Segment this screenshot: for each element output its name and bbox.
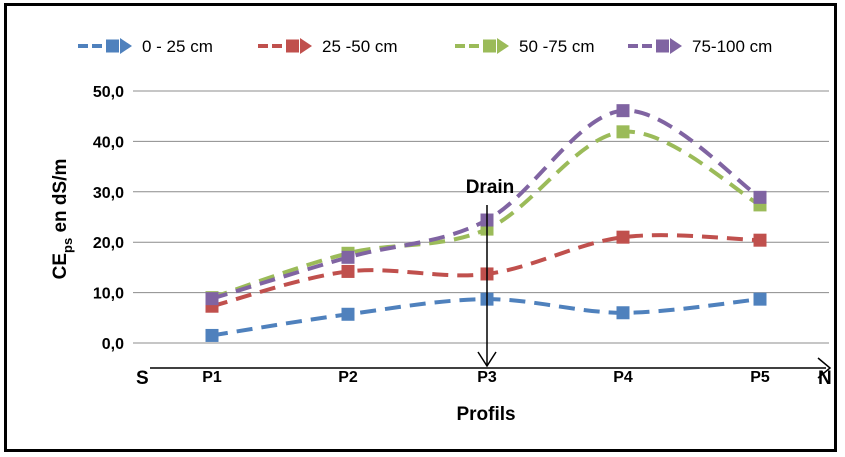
drain-label: Drain (466, 177, 515, 198)
data-point (616, 230, 630, 244)
data-point (616, 306, 630, 320)
y-tick-label: 30,0 (93, 185, 124, 202)
series-layer (205, 104, 767, 342)
x-tick-label: P4 (613, 369, 633, 386)
y-tick-label: 20,0 (93, 235, 124, 252)
y-tick-label: 0,0 (102, 336, 124, 353)
y-tick-label: 10,0 (93, 286, 124, 303)
data-point (341, 307, 355, 321)
x-tick-label: P3 (477, 369, 497, 386)
y-axis-title: CEps en dS/m (50, 159, 75, 280)
x-tick-labels: P1 P2 P3 P4 P5 (202, 369, 770, 386)
x-tick-label: P2 (338, 369, 358, 386)
legend-arrow (120, 38, 132, 54)
data-point (753, 190, 767, 204)
y-tick-label: 50,0 (93, 84, 124, 101)
legend-marker (483, 39, 496, 53)
legend-label: 0 - 25 cm (142, 37, 213, 56)
data-point (753, 233, 767, 247)
south-label: S (136, 368, 149, 389)
x-tick-label: P5 (750, 369, 770, 386)
legend-label: 75-100 cm (692, 37, 772, 56)
legend-marker (106, 39, 119, 53)
legend-arrow (670, 38, 682, 54)
y-axis-title-subscript: ps (60, 238, 75, 253)
data-point (341, 250, 355, 264)
x-axis-title: Profils (456, 404, 515, 425)
gridlines (133, 90, 829, 344)
chart-frame (4, 3, 837, 452)
data-point (753, 292, 767, 306)
x-tick-label: P1 (202, 369, 222, 386)
north-arrow-head (817, 357, 832, 379)
legend-marker (286, 39, 299, 53)
data-point (205, 292, 219, 306)
legend-arrow (300, 38, 312, 54)
north-label: N (818, 368, 832, 389)
legend: 0 - 25 cm 25 -50 cm 50 -75 cm 75-100 cm (78, 37, 772, 56)
legend-arrow (497, 38, 509, 54)
legend-label: 50 -75 cm (519, 37, 595, 56)
y-tick-label: 40,0 (93, 134, 124, 151)
y-tick-labels: 0,0 10,0 20,0 30,0 40,0 50,0 (93, 84, 124, 353)
legend-label: 25 -50 cm (322, 37, 398, 56)
drain-arrow-head (477, 351, 497, 368)
series-line-4 (211, 108, 762, 301)
data-point (616, 104, 630, 118)
data-point (205, 328, 219, 342)
legend-marker (656, 39, 669, 53)
data-point (341, 264, 355, 278)
data-point (616, 125, 630, 139)
